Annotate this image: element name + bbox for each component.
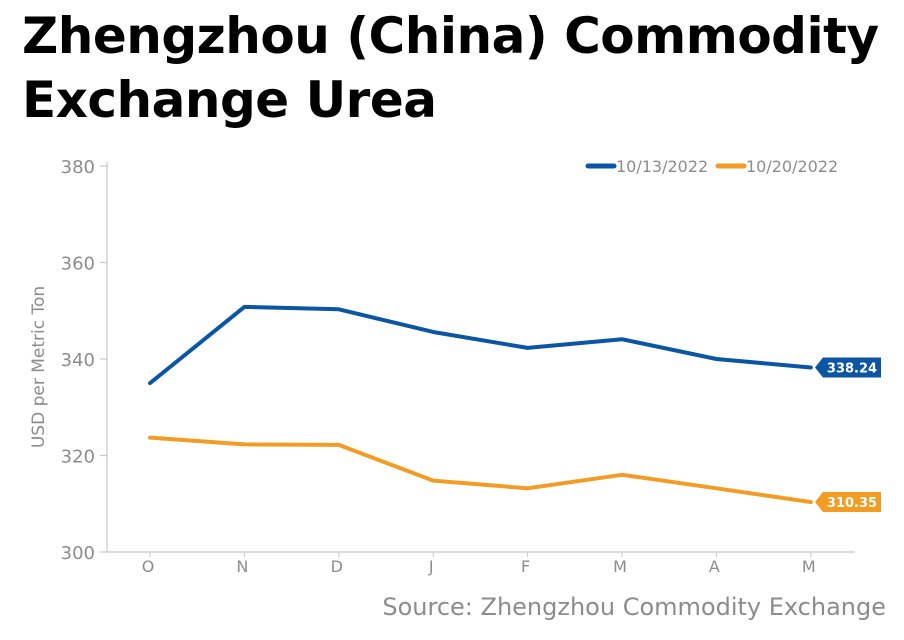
end-value-badge xyxy=(815,357,881,378)
end-value-label: 338.24 xyxy=(827,361,877,376)
x-tick-label: F xyxy=(521,557,530,576)
chart-legend: 10/13/2022 10/20/2022 xyxy=(585,157,838,176)
x-tick-label: N xyxy=(236,557,248,576)
data-point xyxy=(337,307,341,311)
end-value-label: 310.35 xyxy=(827,496,877,511)
data-point xyxy=(242,305,246,309)
x-tick-label: O xyxy=(142,557,155,576)
legend-label: 10/13/2022 xyxy=(616,157,708,176)
y-axis-title: USD per Metric Ton xyxy=(29,286,49,448)
x-tick-label: M xyxy=(613,557,627,576)
data-point xyxy=(431,330,435,334)
data-point xyxy=(714,486,718,490)
end-value-badge xyxy=(815,492,881,513)
data-point xyxy=(431,479,435,483)
y-tick-label: 320 xyxy=(61,447,95,468)
y-tick-label: 340 xyxy=(61,350,95,371)
data-point xyxy=(526,346,530,350)
data-point xyxy=(148,436,152,440)
data-point xyxy=(337,443,341,447)
page-title: Zhengzhou (China) Commodity Exchange Ure… xyxy=(22,7,879,129)
data-point xyxy=(809,500,813,504)
chart-axes xyxy=(106,162,855,553)
x-tick-label: A xyxy=(709,557,720,576)
data-point xyxy=(620,473,624,477)
data-point xyxy=(242,442,246,446)
chart-series: 338.24 310.35 xyxy=(148,304,881,513)
y-tick-label: 360 xyxy=(61,254,95,275)
x-tick-label: M xyxy=(802,557,816,576)
y-tick-label: 300 xyxy=(61,543,95,564)
x-tick-label: J xyxy=(428,557,434,576)
data-point xyxy=(526,486,530,490)
chart-ticks: 300 320 340 360 380 USD per Metric Ton O N D J F M A… xyxy=(29,157,816,576)
data-point xyxy=(809,365,813,369)
series-line-2 xyxy=(148,435,813,505)
series-line-1 xyxy=(148,304,813,386)
data-point xyxy=(148,381,152,385)
legend-label: 10/20/2022 xyxy=(746,157,838,176)
data-point xyxy=(620,337,624,341)
data-point xyxy=(714,357,718,361)
y-tick-label: 380 xyxy=(61,157,95,178)
x-tick-label: D xyxy=(331,557,343,576)
source-note: Source: Zhengzhou Commodity Exchange xyxy=(382,593,886,621)
